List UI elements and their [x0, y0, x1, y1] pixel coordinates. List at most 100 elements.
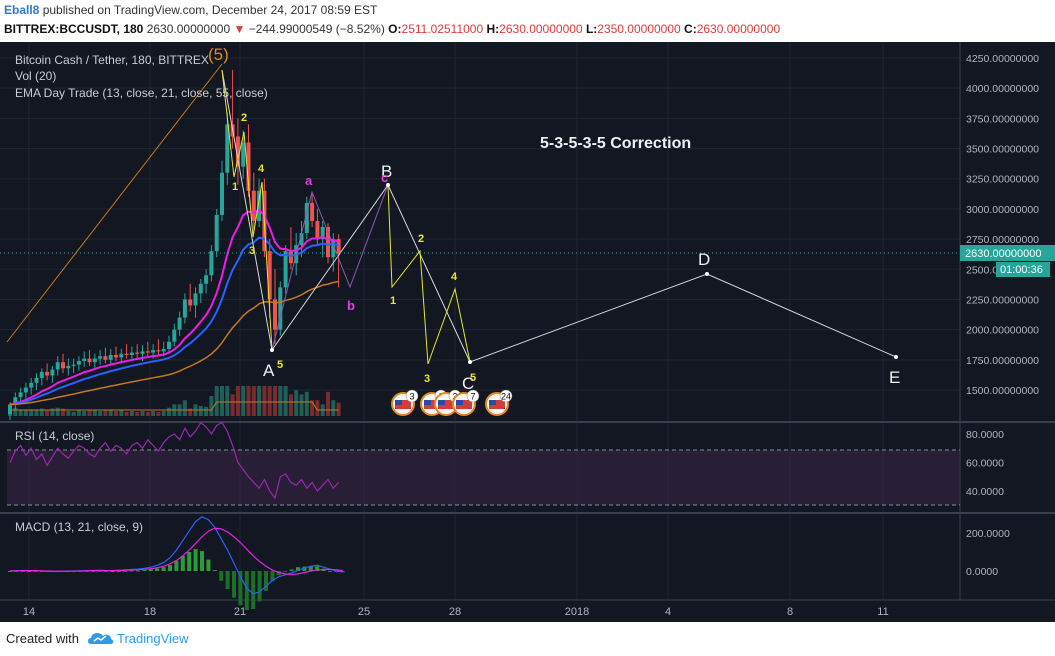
- low-label: L:: [585, 22, 598, 36]
- macd-histogram-bar: [123, 570, 128, 572]
- candle-body: [257, 190, 262, 221]
- down-arrow-icon: ▼: [233, 22, 246, 36]
- candle-body: [129, 352, 134, 355]
- symbol-label: BITTREX:BCCUSDT, 180: [4, 22, 144, 36]
- candle-body: [246, 142, 251, 191]
- macd-histogram-bar: [187, 552, 192, 571]
- wave-5-trendline[interactable]: [6, 63, 223, 343]
- wave-5-top-label[interactable]: (5): [208, 45, 229, 64]
- current-price-label: 2630.00000000: [965, 248, 1041, 260]
- candle-body: [145, 351, 150, 353]
- volume-bar: [151, 411, 156, 416]
- candle-body: [18, 392, 23, 398]
- ema-legend[interactable]: EMA Day Trade (13, close, 21, close, 55,…: [15, 86, 268, 100]
- volume-bar: [13, 407, 18, 416]
- volume-bar: [45, 410, 50, 416]
- macd-histogram-bar: [193, 549, 198, 571]
- sub-wave-number: 3: [424, 373, 430, 385]
- volume-bar: [299, 394, 304, 416]
- economic-events[interactable]: 323724: [391, 389, 513, 416]
- macd-axis[interactable]: 200.0000 0.0000: [966, 528, 1010, 578]
- time-tick-label: 4: [665, 606, 671, 618]
- wave-a-label[interactable]: a: [305, 173, 313, 188]
- wave-5-trendline: [6, 63, 223, 343]
- macd-histogram-bar: [289, 569, 294, 571]
- macd-histogram-bar: [174, 560, 179, 571]
- volume-bar: [103, 410, 108, 416]
- low-value: 2350.00000000: [597, 22, 681, 36]
- candle-body: [193, 293, 198, 306]
- event-flag: 24: [485, 389, 513, 416]
- correction-label[interactable]: 5-3-5-3-5 Correction: [540, 135, 691, 152]
- wave-A-label[interactable]: A: [263, 361, 275, 380]
- wave-D-label[interactable]: D: [698, 250, 710, 269]
- wave-point: [705, 272, 709, 276]
- macd-histogram-bar: [308, 566, 313, 571]
- wave-E-label[interactable]: E: [889, 368, 900, 387]
- candle-body: [220, 172, 224, 215]
- volume-bar: [145, 411, 150, 416]
- rsi-band: [7, 450, 960, 505]
- author-link[interactable]: Eball8: [4, 3, 40, 17]
- volume-bar: [66, 411, 71, 416]
- flag-canton: [438, 400, 445, 405]
- ohlc-line: BITTREX:BCCUSDT, 180 2630.00000000 ▼ −24…: [4, 22, 780, 36]
- candle-body: [267, 251, 272, 300]
- event-count: 3: [409, 392, 414, 402]
- rsi-legend[interactable]: RSI (14, close): [15, 429, 94, 443]
- tradingview-cloud-icon[interactable]: [88, 631, 114, 645]
- time-axis[interactable]: 14 18 21 25 28 2018 4 8 11: [23, 606, 889, 618]
- candle-body: [310, 202, 315, 221]
- wave-drawings[interactable]: [221, 69, 898, 365]
- macd-histogram-bar: [206, 559, 211, 571]
- macd-histogram-bar: [20, 570, 25, 572]
- sub-wave-number: 5: [277, 359, 283, 371]
- sub-wave-number: 1: [232, 181, 238, 193]
- candle-body: [92, 358, 97, 363]
- macd-histogram-bar: [129, 570, 134, 572]
- close-label: C:: [684, 22, 697, 36]
- tradingview-link[interactable]: TradingView: [117, 631, 189, 646]
- symbol-legend[interactable]: Bitcoin Cash / Tether, 180, BITTREX: [15, 53, 209, 67]
- candle-body: [29, 382, 34, 388]
- candle-body: [241, 142, 246, 167]
- volume-bar: [71, 411, 76, 416]
- candle-body: [209, 251, 214, 276]
- volume-bar: [310, 400, 315, 416]
- rsi-line: [9, 421, 340, 500]
- candle-body: [87, 358, 92, 363]
- time-tick-label: 28: [449, 606, 461, 618]
- wave-c-label[interactable]: c: [381, 170, 388, 185]
- volume-bar: [304, 391, 309, 416]
- macd-histogram-bar: [168, 564, 172, 571]
- macd-histogram-bar: [91, 570, 96, 572]
- macd-histogram-bar: [33, 571, 38, 572]
- published-text: published on TradingView.com, December 2…: [42, 3, 378, 17]
- rsi-axis[interactable]: 80.0000 60.0000 40.0000: [966, 429, 1004, 498]
- sub-wave-number: 4: [451, 271, 458, 283]
- macd-histogram-bar: [270, 571, 275, 582]
- wave-B-label[interactable]: B: [381, 162, 392, 181]
- sub-wave-numbers[interactable]: 1 2 3 4 5 1 2 3 4 5: [232, 112, 476, 385]
- macd-legend[interactable]: MACD (13, 21, close, 9): [15, 520, 143, 534]
- volume-legend[interactable]: Vol (20): [15, 69, 56, 83]
- chart-area[interactable]: 4250.00000000 4000.00000000 3750.00000000 3…: [0, 42, 1055, 622]
- volume-bar: [34, 409, 39, 416]
- wave-b-label[interactable]: b: [347, 298, 355, 313]
- candle-body: [161, 348, 166, 352]
- volume-bar: [220, 386, 224, 416]
- candle-body: [34, 377, 39, 383]
- time-tick-label: 18: [144, 606, 156, 618]
- flag-canton: [456, 400, 463, 405]
- volume-bar: [225, 386, 230, 416]
- candle-body: [273, 299, 277, 330]
- macd-histogram-bar: [238, 571, 243, 606]
- chart-svg[interactable]: 4250.00000000 4000.00000000 3750.00000000 3…: [0, 42, 1055, 622]
- abcde-wave-path: [221, 69, 897, 363]
- flag-canton: [489, 400, 496, 405]
- macd-histogram-bar: [257, 571, 262, 602]
- wave-C-label[interactable]: C: [462, 374, 474, 393]
- price-tick-label: 3250.00000000: [966, 174, 1039, 186]
- candle-body: [278, 287, 283, 330]
- volume-bar: [273, 386, 277, 416]
